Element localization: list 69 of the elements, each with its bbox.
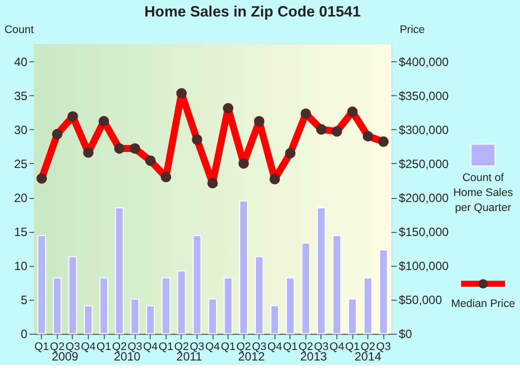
bar: [286, 277, 295, 334]
bar: [37, 235, 46, 334]
legend-label: Median Price: [451, 298, 516, 310]
bar: [99, 277, 108, 334]
y2-tick-label: $150,000: [398, 225, 449, 240]
x-tick-label: Q1: [158, 341, 174, 354]
x-tick-label: Q2: [174, 341, 189, 354]
y-tick-label: 10: [14, 259, 28, 274]
x-tick-label: Q2: [112, 341, 127, 354]
y-tick-label: 5: [20, 293, 28, 308]
x-tick-label: Q1: [345, 341, 360, 354]
bar: [192, 235, 202, 334]
x-tick-label: Q1: [220, 341, 236, 354]
y2-tick-label: $50,000: [398, 293, 442, 308]
y2-tick-label: $0: [398, 327, 412, 342]
bar: [84, 305, 93, 334]
bar: [364, 277, 372, 334]
y2-tick-label: $200,000: [398, 190, 449, 205]
y-tick-label: 15: [14, 225, 28, 240]
y-tick-label: 40: [14, 54, 28, 69]
bar: [332, 235, 342, 334]
y-tick-label: 20: [14, 190, 28, 205]
y-tick-label: 0: [20, 327, 28, 342]
x-tick-label: Q2: [236, 341, 251, 354]
bar: [68, 256, 78, 334]
y2-tick-label: $100,000: [398, 259, 449, 274]
x-tick-label: Q4: [267, 341, 282, 354]
x-tick-label: Q1: [282, 341, 298, 354]
bar: [270, 305, 280, 334]
x-tick-label: Q3: [376, 341, 391, 354]
x-tick-label: Q3: [252, 341, 267, 354]
x-tick-label: Q2: [360, 341, 376, 354]
bar: [379, 249, 388, 334]
x-tick-label: Q4: [330, 341, 344, 354]
y-tick-label: 30: [14, 122, 28, 137]
bar: [254, 256, 264, 334]
x-tick-label: Q3: [314, 341, 329, 354]
bar: [208, 298, 217, 334]
bar: [348, 298, 357, 334]
y2-tick-label: $250,000: [398, 156, 449, 171]
x-tick-label: Q4: [205, 341, 220, 354]
bar: [224, 277, 233, 334]
bar: [146, 305, 155, 334]
x-tick-label: Q2: [298, 341, 314, 354]
x-tick-label: Q3: [65, 341, 80, 354]
bar: [162, 277, 170, 334]
y-axis-title: Count: [4, 24, 34, 36]
y2-tick-label: $300,000: [398, 122, 449, 137]
x-tick-label: Q3: [128, 341, 142, 354]
y-tick-label: 35: [14, 88, 28, 103]
chart-title: Home Sales in Zip Code 01541: [144, 3, 361, 20]
bar: [316, 207, 326, 334]
bar: [130, 298, 140, 334]
x-tick-label: Q1: [96, 341, 112, 354]
bar: [114, 207, 124, 334]
x-tick-label: Q1: [34, 341, 50, 354]
bar: [239, 200, 248, 334]
x-tick-label: Q2: [50, 341, 65, 354]
x-tick-label: Q3: [190, 341, 204, 354]
bar: [52, 277, 62, 334]
x-tick-label: Q4: [80, 341, 96, 354]
y2-tick-label: $400,000: [398, 54, 449, 69]
x-tick-label: Q4: [143, 341, 158, 354]
legend-label: Count of Home Sales per Quarter: [453, 172, 514, 214]
bar: [177, 270, 186, 334]
y2-tick-label: $350,000: [398, 88, 449, 103]
y2-axis-title: Price: [400, 24, 425, 36]
y-tick-label: 25: [14, 156, 28, 171]
bar: [301, 242, 310, 334]
